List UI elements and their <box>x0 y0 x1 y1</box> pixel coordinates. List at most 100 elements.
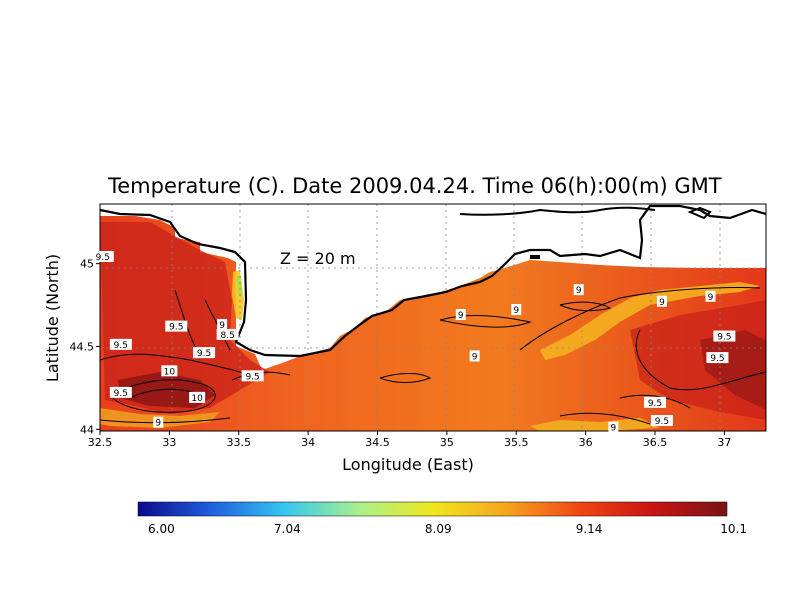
contour-label-box <box>109 338 132 350</box>
contour-label-box <box>469 350 480 362</box>
y-axis-ticks: 45 44.5 44 <box>70 258 100 436</box>
contour-label-box <box>644 396 666 408</box>
contour-label: 9.5 <box>644 396 666 409</box>
cool-band-southeast <box>530 418 660 431</box>
contour-label-text: 9 <box>576 286 582 296</box>
contour-label: 9.5 <box>165 320 188 333</box>
colorbar-tick-label: 7.04 <box>274 522 301 536</box>
northern-coastline <box>459 206 656 216</box>
contour-label: 9 <box>656 295 667 308</box>
contour-label-text: 9.5 <box>655 417 669 427</box>
contour-label: 9 <box>608 421 619 434</box>
contour-label: 9 <box>153 416 164 429</box>
contour-label-text: 9.5 <box>114 341 128 351</box>
contour-label-box <box>650 415 673 427</box>
contour-label: 9 <box>573 284 584 296</box>
x-tick-label: 34 <box>301 436 315 449</box>
contour-label-box <box>217 318 228 330</box>
contour-label: 9.5 <box>193 347 216 359</box>
contour-label: 9 <box>511 304 522 316</box>
colorbar <box>137 501 728 517</box>
small-land-mark <box>530 255 540 259</box>
contour-label-text: 9 <box>458 311 464 321</box>
contour-label-text: 9.5 <box>197 349 211 359</box>
contour-label-box <box>91 251 114 263</box>
plot-frame <box>99 203 767 432</box>
contour-label-box <box>705 290 716 302</box>
x-tick-label: 36 <box>579 436 593 449</box>
contour-label: 8.5 <box>216 328 239 341</box>
contour-label: 9 <box>455 309 466 321</box>
map-title: Temperature (C). Date 2009.04.24. Time 0… <box>107 174 722 198</box>
contour-label-box <box>608 421 619 433</box>
contour-label-box <box>713 330 736 342</box>
colorbar-ticks: 6.00 7.04 8.09 9.14 10.1 <box>148 522 747 536</box>
x-tick-label: 34.5 <box>365 436 390 449</box>
contour-label-text: 9 <box>219 321 225 331</box>
contour-label-text: 9 <box>155 419 161 429</box>
warm-west-region <box>100 222 270 414</box>
contour-label: 9.5 <box>91 251 114 263</box>
contour-label: 9.5 <box>706 352 729 364</box>
depth-annotation: Z = 20 m <box>280 249 356 268</box>
contour-label-box <box>165 320 188 332</box>
contour-label-box <box>216 328 239 340</box>
x-tick-label: 32.5 <box>88 436 113 449</box>
y-tick-label: 44.5 <box>70 340 95 353</box>
contour-label-box <box>189 391 206 403</box>
coastline <box>100 204 766 358</box>
x-tick-label: 35.5 <box>504 436 529 449</box>
contour-label-box <box>656 295 667 307</box>
x-tick-label: 33 <box>162 436 176 449</box>
contour-label-box <box>161 365 178 377</box>
x-tick-label: 37 <box>717 436 731 449</box>
contour-label: 9.5 <box>109 386 132 399</box>
colorbar-tick-label: 9.14 <box>576 522 603 536</box>
y-axis-label: Latitude (North) <box>43 254 62 382</box>
x-tick-label: 36.5 <box>643 436 668 449</box>
gridlines <box>100 204 766 431</box>
contour-label: 9.5 <box>713 330 736 343</box>
contour-label-text: 9 <box>472 352 478 362</box>
contour-label-text: 9.5 <box>169 323 183 333</box>
contour-label: 9 <box>217 318 228 331</box>
coldest-spot <box>237 276 242 296</box>
contour-label-text: 9 <box>513 306 519 316</box>
contour-label-text: 9.5 <box>710 354 724 364</box>
contour-label-box <box>109 386 132 398</box>
isotherm-contours <box>100 286 766 425</box>
contour-label-text: 10 <box>191 394 203 404</box>
contour-label-text: 9 <box>659 298 665 308</box>
contour-label-text: 9.5 <box>245 372 259 382</box>
colorbar-tick-label: 6.00 <box>148 522 175 536</box>
x-tick-label: 33.5 <box>227 436 252 449</box>
contour-label: 9 <box>469 350 480 362</box>
x-tick-label: 35 <box>440 436 454 449</box>
contour-label-text: 9.5 <box>96 253 110 263</box>
warmest-core-east <box>700 330 766 410</box>
contour-label-box <box>193 347 216 359</box>
contour-label: 9.5 <box>109 338 132 351</box>
contour-label: 9.5 <box>650 415 673 427</box>
contour-label-text: 9 <box>611 424 617 434</box>
contour-label: 9.5 <box>241 370 264 382</box>
y-tick-label: 45 <box>80 258 94 271</box>
contour-label-text: 10 <box>164 367 176 377</box>
contour-label-text: 9.5 <box>717 333 731 343</box>
contour-label-box <box>573 284 584 296</box>
x-axis-label: Longitude (East) <box>342 455 474 474</box>
contour-label-box <box>455 309 466 321</box>
colorbar-tick-label: 8.09 <box>425 522 452 536</box>
contour-label: 10 <box>161 365 178 377</box>
contour-label-text: 8.5 <box>220 331 234 341</box>
plot-area <box>100 204 766 431</box>
coastline-islet <box>687 206 712 220</box>
contour-label: 9 <box>705 290 716 303</box>
contour-label-text: 9.5 <box>648 399 662 409</box>
contour-label-box <box>153 416 164 428</box>
contour-label-box <box>706 352 729 364</box>
contour-label-box <box>241 370 264 382</box>
x-axis-ticks: 32.5 33 33.5 34 34.5 35 35.5 36 36.5 37 <box>88 431 731 449</box>
